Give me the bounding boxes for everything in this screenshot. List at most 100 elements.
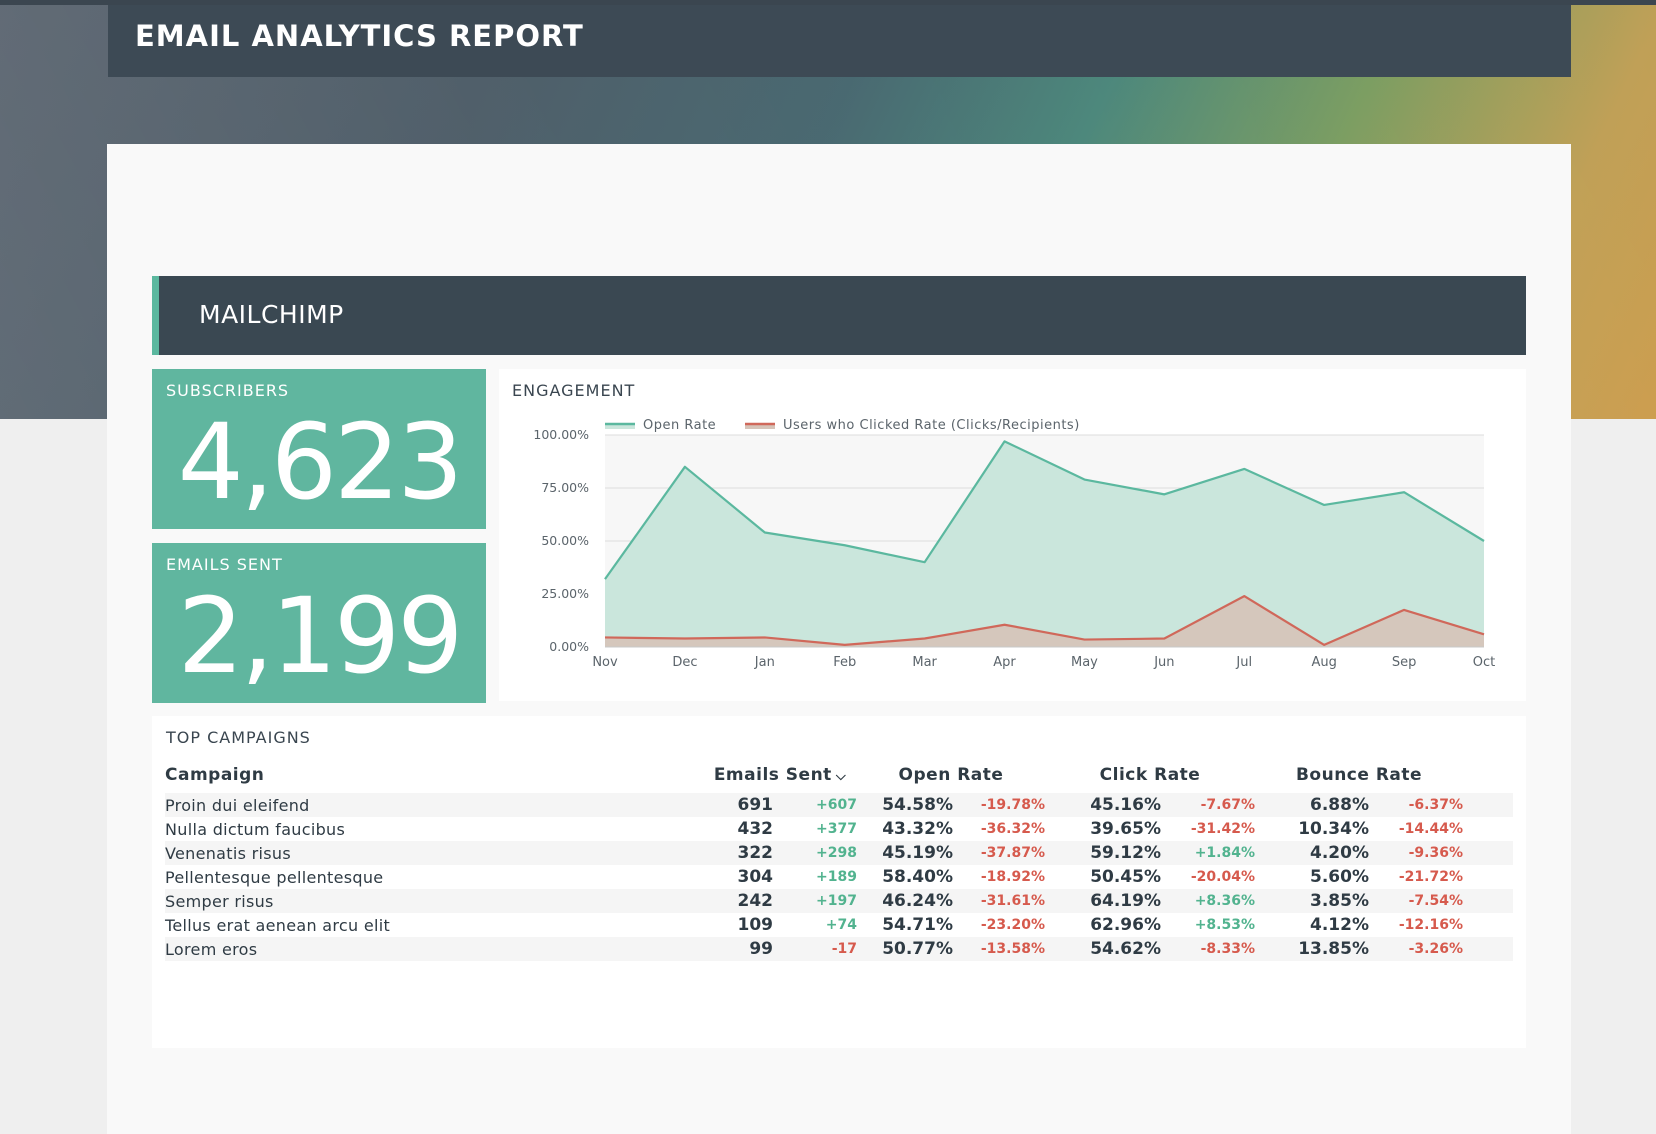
emails-sent-value: 322 xyxy=(703,841,773,865)
series-area xyxy=(605,441,1484,647)
emails-sent-value: 2,199 xyxy=(177,575,464,697)
open-rate-delta: -36.32% xyxy=(980,821,1045,837)
bounce-rate-value: 10.34% xyxy=(1298,819,1369,839)
click-rate-value: 62.96% xyxy=(1090,915,1161,935)
bounce-rate-value: 3.85% xyxy=(1255,889,1369,913)
table-header-row: Campaign Emails Sent ⌵ Open Rate Click Ra… xyxy=(165,765,1513,793)
table-row[interactable]: Lorem eros 99 -17 50.77% -13.58% 54.62% -8.33%… xyxy=(165,937,1513,961)
section-accent xyxy=(152,276,159,355)
bounce-rate-delta: -14.44% xyxy=(1398,821,1463,837)
legend-swatch xyxy=(745,424,775,429)
open-rate-value: 43.32% xyxy=(882,819,953,839)
bounce-rate-value: 13.85% xyxy=(1255,937,1369,961)
top-strip xyxy=(0,0,1656,5)
report-title: EMAIL ANALYTICS REPORT xyxy=(135,19,584,53)
row-spacer xyxy=(1463,841,1513,865)
y-tick-label: 100.00% xyxy=(533,427,589,442)
section-header: MAILCHIMP xyxy=(152,276,1526,355)
emails-sent-value: 304 xyxy=(737,867,774,887)
open-rate-value: 58.40% xyxy=(882,867,953,887)
campaign-name: Lorem eros xyxy=(165,937,703,961)
click-rate-delta: -8.33% xyxy=(1161,937,1255,961)
emails-sent-delta: -17 xyxy=(773,937,857,961)
emails-sent-delta: +298 xyxy=(773,841,857,865)
table-row[interactable]: Tellus erat aenean arcu elit 109 +74 54.71%… xyxy=(165,913,1513,937)
table-row[interactable]: Proin dui eleifend 691 +607 54.58% -19.78% 45… xyxy=(165,793,1513,817)
open-rate-delta: -18.92% xyxy=(980,869,1045,885)
col-emails-sent-label: Emails Sent xyxy=(713,765,832,785)
click-rate-delta: +1.84% xyxy=(1161,841,1255,865)
y-tick-label: 0.00% xyxy=(549,639,589,654)
subscribers-value: 4,623 xyxy=(177,401,464,523)
emails-sent-delta: +377 xyxy=(816,821,857,837)
series-line xyxy=(604,440,1485,580)
bounce-rate-delta: -3.26% xyxy=(1369,937,1463,961)
open-rate-value: 54.71% xyxy=(882,915,953,935)
bounce-rate-value: 4.12% xyxy=(1310,915,1369,935)
y-tick-label: 50.00% xyxy=(541,533,589,548)
engagement-title: ENGAGEMENT xyxy=(512,381,636,400)
col-bounce-rate[interactable]: Bounce Rate xyxy=(1295,765,1423,785)
report-title-bar: EMAIL ANALYTICS REPORT xyxy=(108,5,1571,77)
x-tick-label: Oct xyxy=(1473,655,1495,670)
bounce-rate-value: 5.60% xyxy=(1310,867,1369,887)
col-campaign[interactable]: Campaign xyxy=(165,765,265,785)
emails-sent-label: EMAILS SENT xyxy=(166,555,283,574)
table-row[interactable]: Venenatis risus 322 +298 45.19% -37.87% 59.12… xyxy=(165,841,1513,865)
bounce-rate-delta: -12.16% xyxy=(1398,917,1463,933)
table-row[interactable]: Semper risus 242 +197 46.24% -31.61% 64.19% +8… xyxy=(165,889,1513,913)
legend-label: Users who Clicked Rate (Clicks/Recipient… xyxy=(783,418,1080,433)
campaign-name: Pellentesque pellentesque xyxy=(165,867,384,887)
subscribers-card: SUBSCRIBERS 4,623 xyxy=(152,369,486,529)
engagement-card: 0.00% 25.00% 50.00% 75.00% 100.00% Nov Dec Jan F… xyxy=(499,369,1526,701)
col-click-rate[interactable]: Click Rate xyxy=(1099,765,1201,785)
campaign-name: Tellus erat aenean arcu elit xyxy=(165,915,391,935)
row-spacer xyxy=(1463,913,1513,937)
campaigns-table: Campaign Emails Sent ⌵ Open Rate Click Ra… xyxy=(165,765,1513,961)
col-open-rate[interactable]: Open Rate xyxy=(898,765,1004,785)
open-rate-delta: -31.61% xyxy=(953,889,1045,913)
y-tick-label: 25.00% xyxy=(541,586,589,601)
emails-sent-delta: +607 xyxy=(773,793,857,817)
emails-sent-value: 242 xyxy=(703,889,773,913)
click-rate-value: 64.19% xyxy=(1045,889,1161,913)
x-tick-label: Jun xyxy=(1153,655,1174,670)
top-campaigns-card: TOP CAMPAIGNS Campaign Emails Sent ⌵ Open… xyxy=(152,716,1526,1048)
click-rate-delta: +8.36% xyxy=(1161,889,1255,913)
click-rate-value: 45.16% xyxy=(1045,793,1161,817)
row-spacer xyxy=(1463,937,1513,961)
emails-sent-delta: +74 xyxy=(825,917,857,933)
open-rate-delta: -13.58% xyxy=(953,937,1045,961)
click-rate-delta: +8.53% xyxy=(1194,917,1255,933)
open-rate-value: 46.24% xyxy=(857,889,953,913)
emails-sent-value: 432 xyxy=(737,819,774,839)
x-tick-label: Aug xyxy=(1311,655,1336,670)
open-rate-delta: -37.87% xyxy=(953,841,1045,865)
open-rate-delta: -19.78% xyxy=(953,793,1045,817)
emails-sent-value: 109 xyxy=(737,915,774,935)
open-rate-value: 50.77% xyxy=(857,937,953,961)
engagement-chart: 0.00% 25.00% 50.00% 75.00% 100.00% Nov Dec Jan F… xyxy=(533,418,1495,670)
row-spacer xyxy=(1463,865,1513,889)
click-rate-delta: -31.42% xyxy=(1190,821,1255,837)
table-row[interactable]: Nulla dictum faucibus 432 +377 43.32% -36.32… xyxy=(165,817,1513,841)
x-tick-label: Jul xyxy=(1235,655,1252,670)
bounce-rate-delta: -21.72% xyxy=(1398,869,1463,885)
y-tick-label: 75.00% xyxy=(541,480,589,495)
open-rate-delta: -23.20% xyxy=(980,917,1045,933)
col-emails-sent[interactable]: Emails Sent ⌵ xyxy=(703,765,857,793)
emails-sent-delta: +189 xyxy=(816,869,857,885)
campaign-name: Venenatis risus xyxy=(165,841,703,865)
series-line xyxy=(604,595,1485,646)
bounce-rate-delta: -9.36% xyxy=(1369,841,1463,865)
x-tick-label: Nov xyxy=(592,655,618,670)
open-rate-value: 45.19% xyxy=(857,841,953,865)
table-row[interactable]: Pellentesque pellentesque 304 +189 58.40% -1… xyxy=(165,865,1513,889)
bounce-rate-delta: -7.54% xyxy=(1369,889,1463,913)
row-spacer xyxy=(1463,817,1513,841)
x-tick-label: Jan xyxy=(754,655,775,670)
x-tick-label: Feb xyxy=(833,655,856,670)
bounce-rate-delta: -6.37% xyxy=(1369,793,1463,817)
bounce-rate-value: 4.20% xyxy=(1255,841,1369,865)
legend-label: Open Rate xyxy=(643,418,716,433)
